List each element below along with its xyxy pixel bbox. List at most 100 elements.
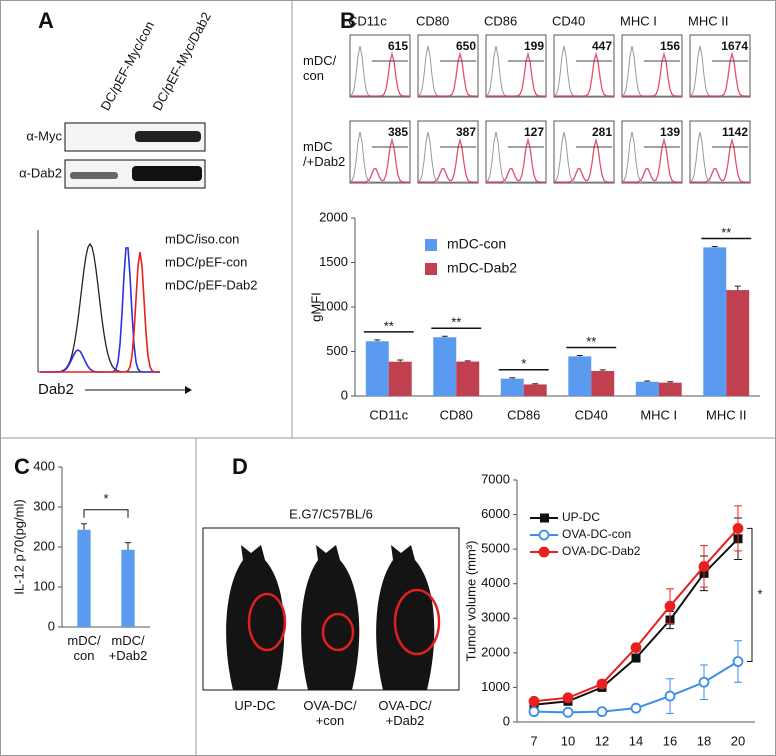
significance: **: [721, 225, 731, 240]
bar: [568, 356, 592, 396]
marker-label: CD86: [484, 13, 517, 28]
marker-label: CD11c: [348, 13, 387, 28]
cell-box: [417, 120, 479, 184]
cell-box: [621, 120, 683, 184]
marker: [732, 656, 744, 667]
mfi-value: 447: [592, 39, 612, 53]
x-tick-label: CD80: [440, 407, 473, 422]
cell-box: [553, 34, 615, 98]
y-tick-label: 100: [33, 578, 55, 593]
lane-label: DC/pEF-Myc/con: [97, 19, 157, 113]
histogram-cell: 139: [621, 120, 683, 184]
marker-label: MHC I: [620, 13, 657, 28]
histogram-curve: [349, 131, 410, 183]
bar: [523, 384, 547, 396]
legend-label: mDC/pEF-Dab2: [165, 277, 257, 292]
error-bar: [374, 339, 381, 342]
error-bar: [711, 245, 718, 248]
bar: [703, 247, 727, 396]
legend-label: UP-DC: [562, 510, 600, 524]
error-bar: [441, 335, 448, 338]
row-label: α-Dab2: [19, 165, 62, 180]
legend-label: mDC/pEF-con: [165, 254, 247, 269]
photo-title: E.G7/C57BL/6: [289, 506, 373, 521]
bar: [365, 341, 389, 396]
histogram-curve: [690, 137, 750, 183]
y-tick-label: 5000: [481, 541, 510, 556]
y-tick-label: 7000: [481, 471, 510, 486]
error-bar: [125, 542, 131, 550]
panel-label: D: [232, 454, 248, 479]
x-tick-label: MHC II: [706, 407, 746, 422]
significance: **: [451, 315, 461, 330]
x-tick-label: CD11c: [369, 407, 408, 422]
error-bar: [667, 381, 674, 383]
error-bar: [509, 377, 516, 379]
histogram-curve: [350, 137, 410, 183]
y-tick-label: 400: [33, 458, 55, 473]
bar: [658, 382, 682, 396]
marker: [664, 600, 676, 612]
error-bar: [397, 359, 404, 362]
histogram-curve: [554, 51, 614, 97]
marker: [528, 695, 540, 707]
x-tick-label: 14: [629, 733, 643, 748]
histogram-curve: [622, 137, 682, 183]
band: [70, 172, 118, 179]
histogram-curve: [554, 137, 614, 183]
x-tick-label: 16: [663, 733, 677, 748]
x-tick-label: 10: [561, 733, 575, 748]
bar: [500, 378, 524, 396]
band: [135, 131, 201, 142]
histogram-cell: 650: [417, 34, 479, 98]
y-tick-label: 500: [326, 343, 348, 358]
bar: [635, 381, 659, 396]
mfi-value: 650: [456, 39, 476, 53]
marker: [732, 523, 744, 534]
significance-bracket: [747, 527, 753, 662]
y-tick-label: 200: [33, 538, 55, 553]
error-bar: [644, 380, 651, 382]
band: [132, 166, 202, 181]
histogram-cell: 127: [485, 120, 547, 184]
row-label: mDC /+Dab2: [303, 139, 346, 169]
mfi-value: 385: [388, 125, 408, 139]
histogram-cell: 199: [485, 34, 547, 98]
marker: [596, 706, 608, 718]
error-bar: [532, 383, 539, 385]
y-axis-label: gMFI: [308, 292, 323, 322]
marker-label: CD40: [552, 13, 585, 28]
bar: [456, 361, 480, 396]
error-bar: [734, 285, 741, 291]
mfi-value: 127: [524, 125, 544, 139]
mfi-value: 1142: [722, 125, 748, 139]
marker-label: MHC II: [688, 13, 728, 28]
x-tick-label: mDC/ +Dab2: [108, 633, 148, 663]
significance-bracket: [83, 509, 129, 518]
legend-swatch: [425, 239, 437, 251]
row-label: α-Myc: [26, 128, 62, 143]
y-axis-label: IL-12 p70(pg/ml): [11, 499, 26, 594]
legend-label: mDC/iso.con: [165, 231, 239, 246]
y-tick-label: 1000: [319, 298, 348, 313]
histogram-curve: [485, 131, 546, 183]
histogram-cell: 615: [349, 34, 411, 98]
mfi-value: 199: [524, 39, 544, 53]
error-bar: [576, 355, 583, 357]
panel-label: B: [340, 8, 356, 33]
lane-label: DC/pEF-Myc/Dab2: [149, 10, 213, 113]
cell-box: [689, 120, 751, 184]
y-axis-label: Tumor volume (mm³): [463, 541, 478, 662]
mfi-value: 281: [592, 125, 612, 139]
bar: [77, 529, 91, 627]
y-tick-label: 1500: [319, 254, 348, 269]
y-tick-label: 300: [33, 498, 55, 513]
mouse: [226, 545, 285, 690]
y-tick-label: 0: [503, 713, 510, 728]
histogram-curve: [621, 131, 682, 183]
y-tick-label: 2000: [319, 209, 348, 224]
histogram-curve: [486, 137, 546, 183]
mfi-value: 387: [456, 125, 476, 139]
